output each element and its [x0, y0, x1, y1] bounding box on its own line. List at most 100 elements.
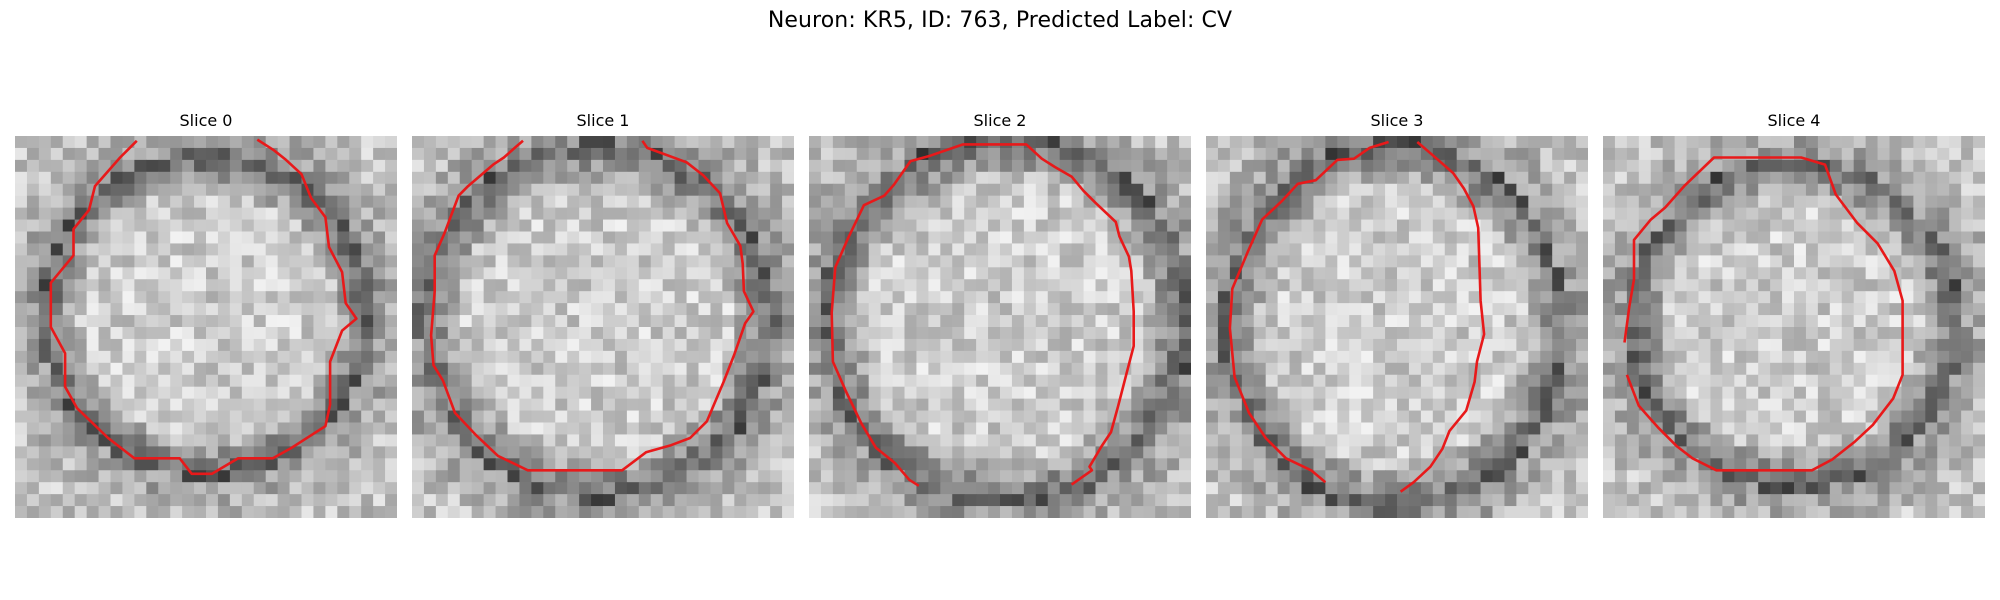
image-pixel — [770, 446, 783, 459]
image-pixel — [758, 147, 771, 161]
image-pixel — [26, 147, 40, 161]
image-pixel — [952, 303, 965, 316]
image-pixel — [964, 374, 977, 388]
image-pixel — [373, 243, 386, 256]
image-pixel — [170, 243, 183, 256]
image-pixel — [74, 171, 88, 185]
image-pixel — [614, 374, 628, 388]
image-pixel — [1794, 255, 1807, 268]
image-pixel — [1083, 207, 1096, 220]
image-pixel — [1853, 422, 1867, 435]
image-pixel — [1325, 398, 1338, 411]
image-pixel — [710, 219, 723, 232]
image-pixel — [1504, 482, 1517, 495]
image-pixel — [1492, 231, 1505, 244]
image-pixel — [976, 171, 989, 185]
image-pixel — [86, 434, 99, 447]
image-pixel — [194, 255, 207, 268]
image-pixel — [265, 183, 279, 197]
image-pixel — [809, 171, 822, 185]
image-pixel — [1552, 279, 1565, 292]
image-pixel — [555, 147, 568, 161]
image-pixel — [674, 374, 687, 388]
image-pixel — [1253, 482, 1267, 495]
image-pixel — [722, 482, 735, 495]
image-pixel — [1456, 327, 1470, 340]
image-pixel — [1095, 398, 1108, 411]
image-pixel — [1805, 147, 1819, 161]
image-pixel — [26, 171, 40, 185]
image-pixel — [832, 315, 846, 328]
image-pixel — [758, 183, 771, 197]
image-pixel — [782, 410, 794, 423]
image-pixel — [1206, 136, 1219, 149]
image-pixel — [471, 398, 485, 411]
image-pixel — [1492, 458, 1505, 471]
image-pixel — [1349, 195, 1362, 209]
image-pixel — [856, 291, 870, 304]
image-pixel — [1710, 446, 1723, 459]
image-pixel — [952, 147, 965, 161]
image-pixel — [1313, 315, 1326, 328]
image-pixel — [194, 362, 207, 376]
image-pixel — [337, 219, 350, 232]
image-pixel — [1662, 410, 1676, 423]
image-pixel — [1889, 243, 1902, 256]
image-pixel — [1468, 422, 1481, 435]
image-pixel — [770, 398, 783, 411]
image-pixel — [1107, 267, 1120, 280]
image-pixel — [1289, 219, 1302, 232]
image-pixel — [1516, 506, 1529, 518]
image-pixel — [519, 243, 532, 256]
image-pixel — [229, 362, 243, 376]
image-pixel — [1841, 171, 1855, 185]
image-pixel — [614, 422, 628, 435]
image-pixel — [1770, 458, 1783, 471]
image-pixel — [880, 458, 893, 471]
image-pixel — [952, 482, 965, 495]
image-pixel — [1217, 422, 1231, 435]
image-pixel — [38, 243, 52, 256]
image-pixel — [1385, 327, 1398, 340]
image-pixel — [567, 243, 580, 256]
image-pixel — [832, 159, 846, 173]
image-pixel — [904, 410, 917, 423]
image-pixel — [1059, 291, 1073, 304]
image-pixel — [435, 494, 449, 507]
image-pixel — [229, 350, 243, 364]
image-pixel — [1782, 386, 1795, 400]
image-pixel — [170, 386, 183, 400]
image-pixel — [86, 338, 99, 352]
image-pixel — [1552, 410, 1565, 423]
image-pixel — [1155, 147, 1168, 161]
image-pixel — [868, 374, 882, 388]
image-pixel — [638, 422, 652, 435]
image-pixel — [868, 291, 882, 304]
image-pixel — [1083, 446, 1096, 459]
image-pixel — [1313, 410, 1326, 423]
image-pixel — [459, 398, 473, 411]
image-pixel — [62, 327, 76, 340]
image-pixel — [423, 458, 437, 471]
image-pixel — [1674, 147, 1687, 161]
image-pixel — [1650, 291, 1664, 304]
image-pixel — [26, 362, 40, 376]
image-pixel — [928, 398, 941, 411]
image-pixel — [1662, 183, 1676, 197]
image-pixel — [1313, 338, 1326, 352]
image-pixel — [1095, 410, 1108, 423]
image-pixel — [1206, 219, 1219, 232]
image-pixel — [1865, 136, 1878, 149]
image-pixel — [1504, 446, 1517, 459]
image-pixel — [1131, 386, 1144, 400]
image-pixel — [1397, 386, 1410, 400]
image-pixel — [349, 494, 362, 507]
image-pixel — [1504, 506, 1517, 518]
image-pixel — [686, 255, 699, 268]
image-pixel — [146, 303, 159, 316]
image-pixel — [459, 506, 473, 518]
image-pixel — [1217, 171, 1231, 185]
image-pixel — [964, 315, 977, 328]
image-pixel — [1961, 207, 1974, 220]
image-pixel — [253, 338, 267, 352]
